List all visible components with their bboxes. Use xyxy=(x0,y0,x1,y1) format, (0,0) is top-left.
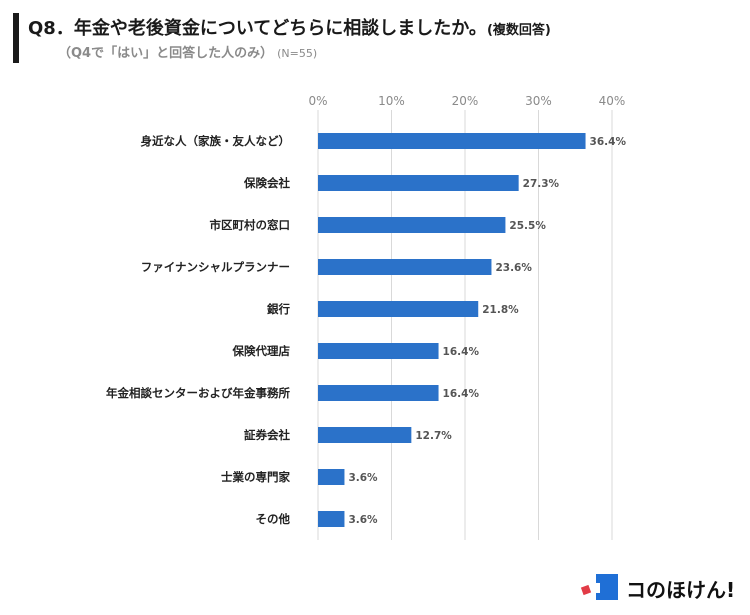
title-accent-bar xyxy=(13,13,19,63)
x-tick-label: 40% xyxy=(599,94,626,108)
category-label: 士業の専門家 xyxy=(221,470,290,484)
x-tick-label: 20% xyxy=(452,94,479,108)
bar xyxy=(318,511,345,527)
x-tick-label: 0% xyxy=(308,94,327,108)
bar xyxy=(318,427,412,443)
bar xyxy=(318,385,439,401)
value-label: 3.6% xyxy=(348,472,378,484)
sample-size: (N=55) xyxy=(277,47,318,60)
brand-logo: コのほけん! xyxy=(580,570,740,604)
value-label: 25.5% xyxy=(509,220,546,232)
bar xyxy=(318,301,479,317)
logo-text: コのほけん! xyxy=(626,578,736,602)
chart-subtitle: （Q4で「はい」と回答した人のみ） (N=55) xyxy=(58,42,317,61)
value-label: 16.4% xyxy=(443,388,480,400)
category-label: 保険代理店 xyxy=(232,344,291,358)
category-label: 身近な人（家族・友人など） xyxy=(141,134,291,148)
category-label: 年金相談センターおよび年金事務所 xyxy=(106,386,290,400)
value-label: 36.4% xyxy=(590,136,627,148)
bar xyxy=(318,259,492,275)
bar xyxy=(318,343,439,359)
value-label: 3.6% xyxy=(348,514,378,526)
category-label: 保険会社 xyxy=(243,176,290,190)
logo-mark-icon xyxy=(580,574,618,600)
bar-chart: 0% 10% 20% 30% 40% 身近な人（家族・友人など） 36.4% 保険会社 27.3… xyxy=(106,94,627,540)
bar xyxy=(318,217,506,233)
x-tick-label: 30% xyxy=(525,94,552,108)
bar xyxy=(318,469,345,485)
value-label: 21.8% xyxy=(482,304,519,316)
category-label: ファイナンシャルプランナー xyxy=(141,260,290,274)
bar xyxy=(318,175,519,191)
subtitle-text: （Q4で「はい」と回答した人のみ） xyxy=(58,46,274,61)
x-tick-label: 10% xyxy=(378,94,405,108)
value-label: 27.3% xyxy=(523,178,560,190)
category-label: 証券会社 xyxy=(244,428,290,442)
value-label: 12.7% xyxy=(415,430,452,442)
title-note: (複数回答) xyxy=(486,23,551,38)
value-label: 16.4% xyxy=(443,346,480,358)
bar xyxy=(318,133,586,149)
title-text: Q8．年金や老後資金についてどちらに相談しましたか。 xyxy=(28,18,487,39)
category-label: 市区町村の窓口 xyxy=(210,218,291,232)
chart-title: Q8．年金や老後資金についてどちらに相談しましたか。(複数回答) xyxy=(28,14,551,40)
value-label: 23.6% xyxy=(495,262,532,274)
category-label: その他 xyxy=(256,512,291,526)
category-label: 銀行 xyxy=(267,302,290,316)
